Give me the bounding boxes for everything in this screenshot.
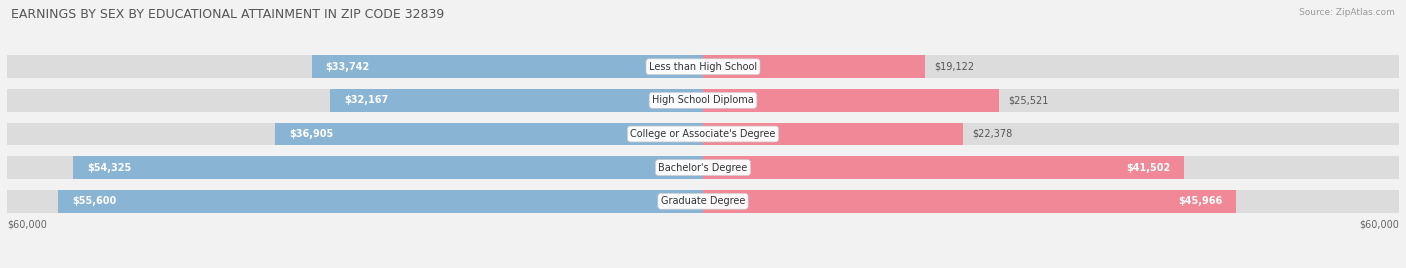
Bar — [7, 156, 703, 179]
Bar — [703, 190, 1236, 213]
Text: $41,502: $41,502 — [1126, 163, 1170, 173]
Text: Source: ZipAtlas.com: Source: ZipAtlas.com — [1299, 8, 1395, 17]
Text: EARNINGS BY SEX BY EDUCATIONAL ATTAINMENT IN ZIP CODE 32839: EARNINGS BY SEX BY EDUCATIONAL ATTAINMEN… — [11, 8, 444, 21]
Bar — [312, 55, 703, 78]
Text: $33,742: $33,742 — [326, 62, 370, 72]
Bar — [276, 122, 703, 146]
Bar — [703, 89, 1399, 112]
Bar — [73, 156, 703, 179]
Bar — [703, 55, 1399, 78]
Text: $32,167: $32,167 — [344, 95, 388, 105]
Text: $36,905: $36,905 — [288, 129, 333, 139]
Bar — [703, 55, 925, 78]
Text: High School Diploma: High School Diploma — [652, 95, 754, 105]
Bar — [703, 156, 1184, 179]
Bar — [703, 122, 1399, 146]
Text: $60,000: $60,000 — [7, 220, 46, 230]
Bar — [7, 122, 703, 146]
Bar — [7, 55, 703, 78]
Text: $60,000: $60,000 — [1360, 220, 1399, 230]
Text: College or Associate's Degree: College or Associate's Degree — [630, 129, 776, 139]
Text: $22,378: $22,378 — [972, 129, 1012, 139]
Text: $25,521: $25,521 — [1008, 95, 1049, 105]
Text: $54,325: $54,325 — [87, 163, 131, 173]
Bar — [58, 190, 703, 213]
Bar — [703, 89, 1000, 112]
Text: Less than High School: Less than High School — [650, 62, 756, 72]
Bar — [330, 89, 703, 112]
Bar — [7, 89, 703, 112]
Bar — [703, 122, 963, 146]
Text: $19,122: $19,122 — [934, 62, 974, 72]
Text: $55,600: $55,600 — [72, 196, 117, 206]
Text: Bachelor's Degree: Bachelor's Degree — [658, 163, 748, 173]
Bar — [7, 190, 703, 213]
Bar — [703, 156, 1399, 179]
Bar — [703, 190, 1399, 213]
Text: $45,966: $45,966 — [1178, 196, 1222, 206]
Text: Graduate Degree: Graduate Degree — [661, 196, 745, 206]
